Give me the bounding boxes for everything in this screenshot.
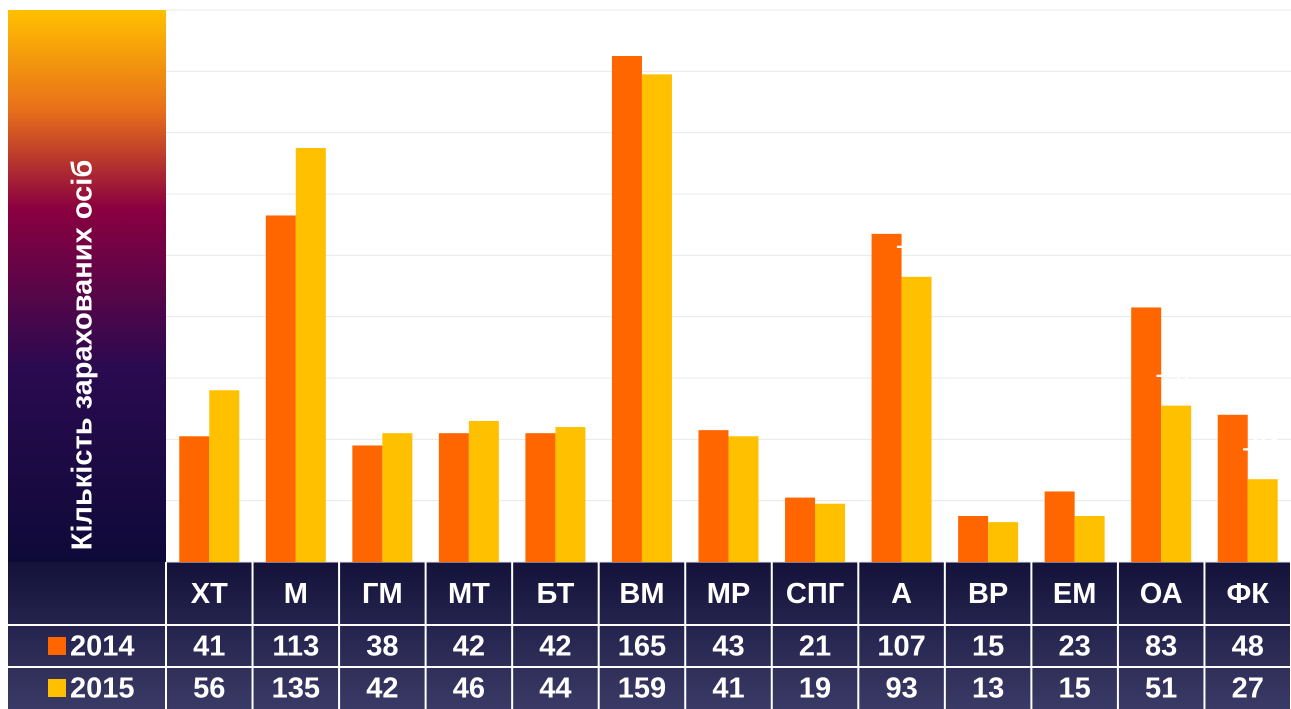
table-value: 56 — [193, 673, 225, 705]
bar — [1074, 516, 1105, 562]
bar — [1131, 307, 1162, 562]
table-value: 51 — [1145, 673, 1177, 705]
annotation: +22 — [286, 101, 335, 133]
legend-label: 2015 — [70, 673, 135, 705]
category-label: А — [891, 578, 912, 610]
annotation: -2 — [990, 475, 1016, 507]
bar — [438, 433, 469, 562]
annotation: +4 — [381, 386, 414, 418]
category-label: ЕМ — [1053, 578, 1097, 610]
table-value: 46 — [453, 673, 485, 705]
table-value: 23 — [1059, 631, 1091, 663]
category-label: ФК — [1227, 578, 1270, 610]
bar — [728, 436, 759, 562]
bar — [525, 433, 556, 562]
table-value: 93 — [885, 673, 917, 705]
table-value: 27 — [1232, 673, 1264, 705]
bar — [468, 420, 499, 562]
legend-label: 2014 — [70, 631, 135, 663]
bar — [209, 390, 240, 562]
category-label: ГМ — [362, 578, 403, 610]
legend-swatch — [48, 679, 66, 697]
category-label: БТ — [537, 578, 575, 610]
table-value: 42 — [539, 631, 571, 663]
table-value: 44 — [539, 673, 571, 705]
bar — [1247, 479, 1278, 562]
bar — [1217, 414, 1248, 562]
category-label: МР — [707, 578, 751, 610]
table-value: 21 — [799, 631, 831, 663]
bar — [815, 503, 846, 562]
category-label: ВР — [968, 578, 1008, 610]
table-value: 48 — [1232, 631, 1264, 663]
bar — [901, 276, 932, 562]
annotation: -32 — [1155, 358, 1197, 390]
annotation: -14 — [896, 229, 938, 261]
data-table — [8, 562, 1291, 709]
category-label: СПГ — [786, 578, 844, 610]
bar — [611, 56, 642, 562]
category-label: ОА — [1140, 578, 1183, 610]
annotation: -6 — [644, 27, 670, 59]
table-value: 165 — [618, 631, 666, 663]
bar — [179, 436, 210, 562]
table-value: 42 — [366, 673, 398, 705]
category-label: ХТ — [191, 578, 228, 610]
table-value: 19 — [799, 673, 831, 705]
side-band — [8, 10, 166, 562]
annotation: -2 — [731, 389, 757, 421]
table-value: 135 — [272, 673, 320, 705]
bar — [555, 427, 586, 562]
table-value: 41 — [712, 673, 744, 705]
annotation: +4 — [467, 374, 500, 406]
table-value: 113 — [272, 631, 319, 663]
bar — [382, 433, 413, 562]
bar — [641, 74, 672, 563]
bar — [295, 148, 326, 562]
table-value: 42 — [453, 631, 485, 663]
annotation: -2 — [817, 456, 843, 488]
category-label: МТ — [448, 578, 490, 610]
annotation: -21 — [1242, 432, 1284, 464]
annotation: -8 — [1077, 469, 1103, 501]
y-axis-label: Кількість зарахованих осіб — [67, 160, 99, 550]
category-label: М — [284, 578, 308, 610]
table-value: 83 — [1145, 631, 1177, 663]
table-value: 15 — [972, 631, 1004, 663]
legend-swatch — [48, 637, 66, 655]
bar — [698, 430, 729, 562]
bar — [988, 522, 1019, 562]
table-value: 13 — [972, 673, 1004, 705]
bar — [871, 233, 902, 562]
annotation: +2 — [554, 380, 587, 412]
bar — [785, 497, 816, 562]
annotation: +15 — [200, 343, 249, 375]
table-value: 15 — [1059, 673, 1091, 705]
category-label: ВМ — [619, 578, 664, 610]
table-value: 41 — [193, 631, 225, 663]
table-value: 107 — [877, 631, 925, 663]
bar — [1161, 405, 1192, 562]
table-value: 43 — [712, 631, 744, 663]
bar — [958, 516, 989, 562]
bar — [1044, 491, 1075, 562]
table-value: 38 — [366, 631, 398, 663]
bar — [352, 445, 383, 562]
table-value: 159 — [618, 673, 666, 705]
bar — [265, 215, 296, 562]
